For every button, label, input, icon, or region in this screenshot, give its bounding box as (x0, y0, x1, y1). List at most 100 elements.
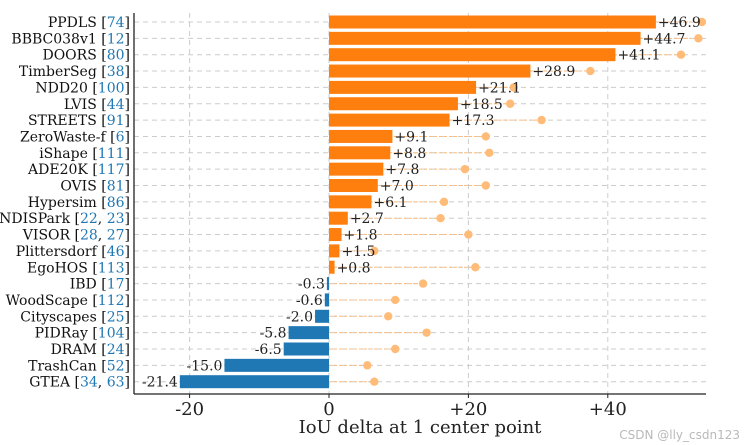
bar (326, 277, 329, 291)
marker-point (485, 148, 494, 157)
marker-point (481, 132, 491, 141)
category-label: OVIS [81] (60, 179, 130, 195)
category-bracket: ] (125, 31, 130, 47)
marker-point (460, 164, 470, 174)
category-bracket: ] (125, 113, 130, 129)
category-bracket: ] (125, 80, 130, 96)
category-bracket: ] (125, 244, 130, 260)
data-label: -2.0 (286, 309, 313, 325)
marker-point (391, 295, 400, 305)
category-ref: 6 (116, 129, 125, 145)
x-tick-label: +40 (589, 399, 627, 420)
category-label: ZeroWaste-f [6] (20, 129, 130, 145)
category-name: GTEA [ (29, 375, 80, 391)
category-label: TrashCan [52] (28, 358, 130, 374)
bar (329, 31, 641, 45)
category-name: NDISPark [ (0, 211, 80, 227)
category-ref: 80 (107, 48, 125, 64)
data-label: +1.8 (344, 228, 378, 244)
category-label: ADE20K [117] (27, 162, 130, 178)
bar (288, 326, 329, 340)
marker-point (370, 246, 379, 256)
watermark: CSDN @lly_csdn123 (619, 428, 740, 442)
category-label: TimberSeg [38] (19, 64, 130, 80)
data-label: +2.7 (350, 211, 384, 227)
category-ref: 23 (107, 211, 125, 227)
data-label: +7.8 (385, 162, 419, 178)
bar (283, 342, 329, 356)
category-ref: 28 (80, 228, 98, 244)
category-label: Cityscapes [25] (20, 309, 130, 325)
category-name: WoodScape [ (6, 293, 98, 309)
category-label: Plittersdorf [46] (16, 244, 130, 260)
axes (133, 13, 706, 398)
data-label: -6.5 (255, 342, 282, 358)
category-ref-sep: , (98, 211, 107, 227)
data-label: -15.0 (187, 358, 223, 374)
marker-point (370, 377, 379, 386)
category-ref: 25 (107, 309, 125, 325)
category-ref: 44 (107, 97, 125, 113)
bar (329, 113, 450, 127)
category-label: VISOR [28, 27] (22, 228, 130, 244)
marker-point (471, 263, 480, 272)
bar (329, 129, 393, 143)
category-bracket: ] (125, 64, 130, 80)
category-label: GTEA [34, 63] (29, 375, 130, 391)
data-label: +18.5 (460, 97, 503, 113)
category-ref: 86 (107, 195, 125, 211)
bar (329, 211, 348, 225)
data-labels: +46.9+44.7+41.1+28.9+21.1+18.5+17.3+9.1+… (142, 15, 701, 391)
category-ref: 27 (107, 228, 125, 244)
marker-point (439, 197, 449, 207)
category-ref-sep: , (98, 375, 107, 391)
data-label: -5.8 (260, 326, 287, 342)
category-bracket: ] (125, 375, 130, 391)
category-name: DOORS [ (42, 48, 106, 64)
data-label: +9.1 (394, 129, 428, 145)
x-axis-label: IoU delta at 1 center point (299, 417, 543, 438)
marker-point (537, 115, 546, 125)
category-ref: 104 (98, 326, 125, 342)
bar (329, 97, 458, 111)
bars (179, 15, 656, 389)
category-name: IBD [ (70, 277, 107, 293)
category-ref: 22 (80, 211, 98, 227)
category-name: ADE20K [ (27, 162, 98, 178)
bar (315, 309, 329, 323)
x-tick-label: 0 (323, 399, 334, 420)
category-bracket: ] (125, 97, 130, 113)
category-ref: 100 (98, 80, 125, 96)
data-label: +8.8 (392, 146, 426, 162)
category-name: PPDLS [ (48, 15, 107, 31)
category-name: VISOR [ (22, 228, 80, 244)
bar (224, 358, 329, 372)
category-ref: 24 (107, 342, 125, 358)
category-bracket: ] (125, 358, 130, 374)
category-ref: 81 (107, 179, 125, 195)
category-label: NDISPark [22, 23] (0, 211, 130, 227)
category-label: LVIS [44] (64, 97, 130, 113)
x-tick-labels: -20 0 +20 +40 (175, 399, 627, 420)
data-label: +7.0 (380, 179, 414, 195)
category-label: WoodScape [112] (6, 293, 130, 309)
category-label: NDD20 [100] (35, 80, 130, 96)
data-label: +46.9 (658, 15, 701, 31)
bar (329, 146, 391, 160)
bar (329, 244, 340, 258)
category-ref: 74 (107, 15, 125, 31)
category-ref: 34 (80, 375, 98, 391)
category-bracket: ] (125, 228, 130, 244)
bar (329, 80, 477, 94)
marker-point (481, 181, 491, 190)
category-label: DOORS [80] (42, 48, 130, 64)
category-bracket: ] (125, 342, 130, 358)
category-bracket: ] (125, 211, 130, 227)
category-name: NDD20 [ (35, 80, 97, 96)
category-name: Plittersdorf [ (16, 244, 107, 260)
marker-point (422, 328, 431, 337)
category-ref: 63 (107, 375, 125, 391)
category-name: PIDRay [ (35, 326, 98, 342)
category-bracket: ] (125, 179, 130, 195)
